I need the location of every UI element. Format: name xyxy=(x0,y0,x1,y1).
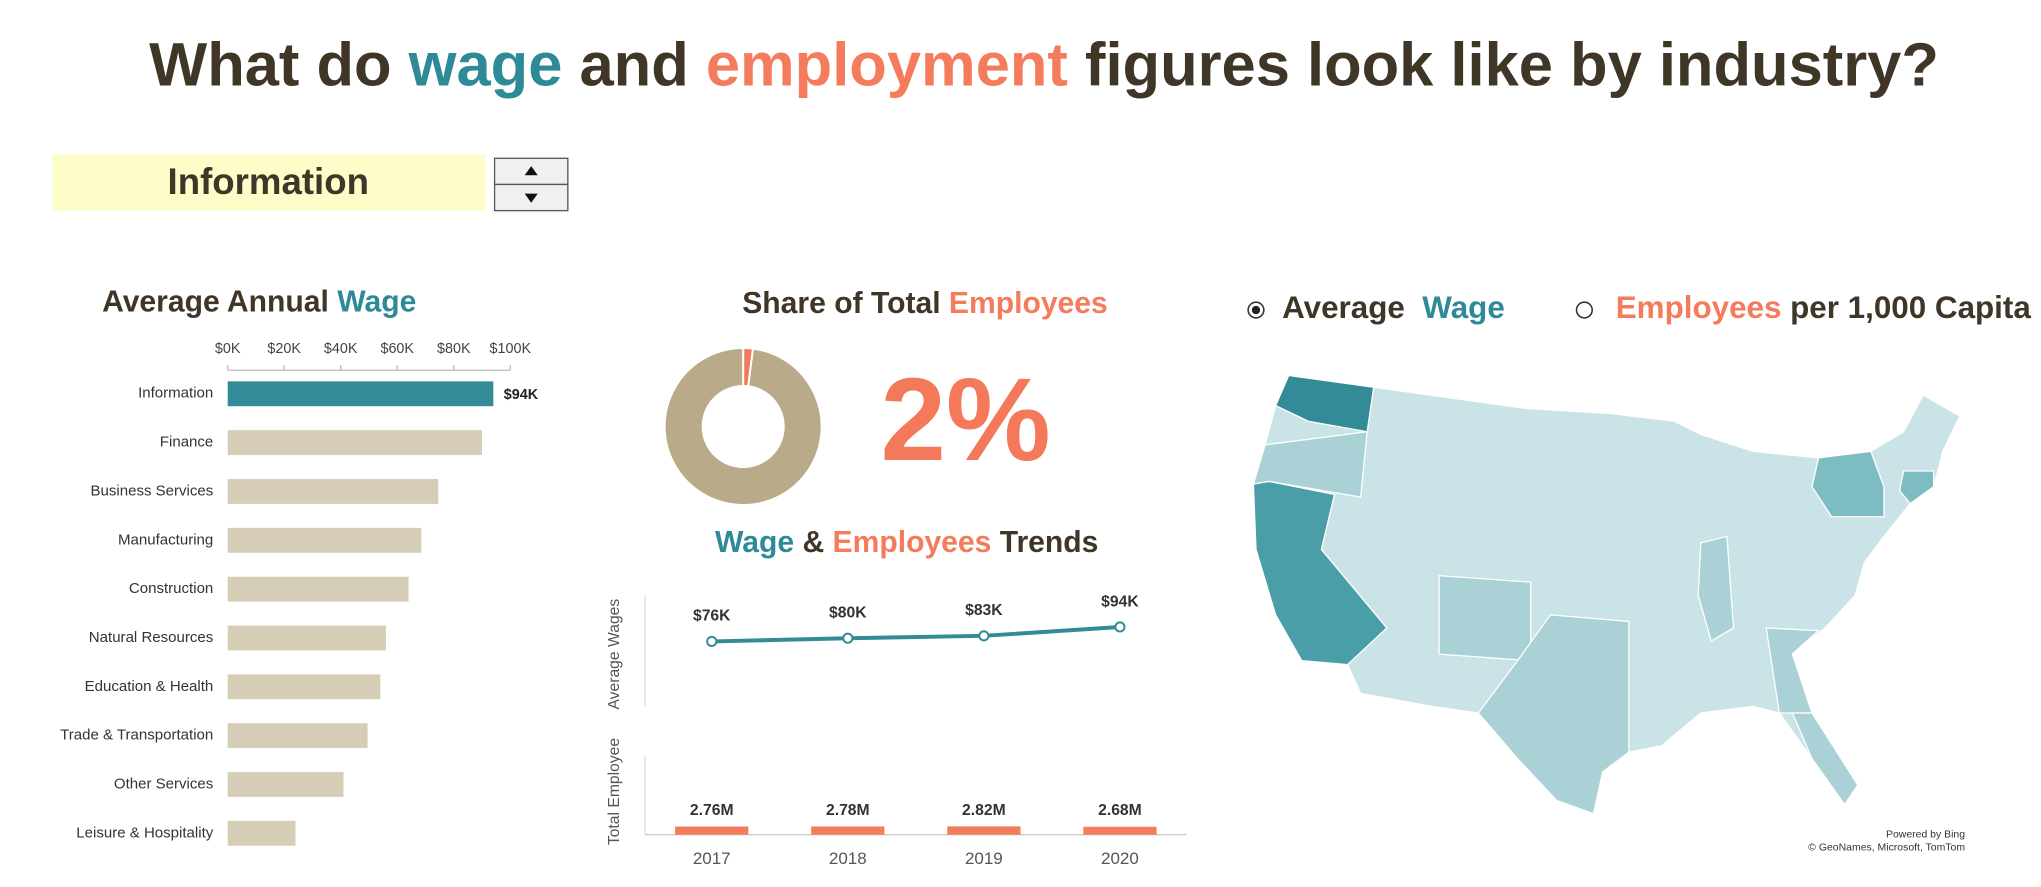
x-tick-label: 2020 xyxy=(1101,849,1139,868)
category-label: Education & Health xyxy=(85,678,214,695)
pie-slice xyxy=(663,347,823,506)
arrow-down xyxy=(524,193,538,203)
selector-box[interactable] xyxy=(52,154,486,211)
big-value-label: 2% xyxy=(880,353,1050,485)
line-point xyxy=(978,630,990,642)
x-tick-label: 2019 xyxy=(965,849,1003,868)
x-tick-label: $80K xyxy=(437,341,471,357)
page-title-part: wage xyxy=(408,31,563,100)
line-point xyxy=(842,632,854,644)
map-region xyxy=(1791,712,1859,806)
map-credit: Powered by Bing xyxy=(1886,829,1965,840)
page-title-part: and xyxy=(562,31,705,100)
chart-title-part: Wage xyxy=(337,285,416,318)
bar xyxy=(227,430,483,456)
axis-title: Average Wages xyxy=(606,599,623,710)
value-label: 2.76M xyxy=(690,802,734,819)
bar xyxy=(227,723,368,749)
bar xyxy=(1083,826,1157,835)
value-label: $76K xyxy=(693,608,731,625)
page-title-part: What do xyxy=(149,31,408,100)
map-option: Average Wage xyxy=(1282,290,1505,325)
x-tick-label: $60K xyxy=(380,341,414,357)
value-label: 2.68M xyxy=(1098,802,1142,819)
map-region xyxy=(1252,430,1368,498)
x-tick-label: 2018 xyxy=(829,849,867,868)
chart-title: Wage & Employees Trends xyxy=(715,526,1098,559)
x-tick-label: $0K xyxy=(215,341,241,357)
bar xyxy=(947,826,1021,835)
category-label: Natural Resources xyxy=(89,629,213,646)
us-map xyxy=(1252,374,1961,815)
bar xyxy=(227,674,381,700)
category-label: Finance xyxy=(160,434,213,451)
value-label: $80K xyxy=(829,605,867,622)
map-region xyxy=(1477,614,1630,815)
radio-button[interactable] xyxy=(1575,301,1593,319)
page-title-part: employment xyxy=(706,31,1068,100)
map-option-part: Employees xyxy=(1616,290,1782,325)
map-region xyxy=(1274,374,1375,433)
line-point xyxy=(1114,621,1126,633)
chart-title: Share of Total Employees xyxy=(742,287,1107,320)
x-tick-label: 2017 xyxy=(693,849,731,868)
bar xyxy=(227,381,494,407)
x-tick-label: $100K xyxy=(489,341,531,357)
chart-title-part: & xyxy=(794,526,832,559)
category-label: Information xyxy=(138,385,213,402)
category-label: Manufacturing xyxy=(118,531,213,548)
chart-title-part: Wage xyxy=(715,526,794,559)
page-title: What do wage and employment figures look… xyxy=(149,31,1939,100)
chart-title-part: Share of Total xyxy=(742,287,949,320)
value-label: 2.82M xyxy=(962,802,1006,819)
x-tick-label: $40K xyxy=(324,341,358,357)
selector-value: Information xyxy=(168,161,369,202)
map-option-part: per 1,000 Capita xyxy=(1781,290,2031,325)
x-tick-label: $20K xyxy=(267,341,301,357)
value-label: 2.78M xyxy=(826,802,870,819)
map-region xyxy=(1438,574,1532,662)
radio-dot xyxy=(1251,305,1261,315)
map-option-part: Wage xyxy=(1422,290,1505,325)
category-label: Trade & Transportation xyxy=(60,727,213,744)
chart-title-part: Average Annual xyxy=(102,285,337,318)
map-region xyxy=(1252,480,1388,666)
category-label: Leisure & Hospitality xyxy=(76,824,213,841)
bar xyxy=(227,625,386,651)
line-point xyxy=(706,635,718,648)
bar xyxy=(227,772,344,797)
bar xyxy=(811,826,885,835)
bar xyxy=(675,826,749,835)
map-region xyxy=(1765,627,1821,714)
bar xyxy=(227,527,422,553)
value-label: $83K xyxy=(965,602,1003,619)
category-label: Construction xyxy=(129,580,213,597)
bar xyxy=(227,576,409,602)
value-label: $94K xyxy=(1101,593,1139,610)
chart-title-part: Employees xyxy=(949,287,1108,320)
bar xyxy=(227,820,296,846)
map-region xyxy=(1811,450,1885,518)
bar xyxy=(227,479,439,504)
map-region xyxy=(1898,470,1935,505)
value-label: $94K xyxy=(504,387,539,403)
chart-title-part: Employees xyxy=(833,526,992,559)
category-label: Business Services xyxy=(90,482,213,499)
map-option-part: Average xyxy=(1282,290,1422,325)
arrow-up xyxy=(524,166,538,176)
map-region xyxy=(1697,535,1735,643)
map-option: Employees per 1,000 Capita xyxy=(1616,290,2032,325)
chart-title: Average Annual Wage xyxy=(102,285,416,318)
axis-title: Total Employee xyxy=(606,738,623,846)
page-title-part: figures look like by industry? xyxy=(1068,31,1939,100)
map-credit: © GeoNames, Microsoft, TomTom xyxy=(1808,843,1965,854)
chart-title-part: Trends xyxy=(991,526,1098,559)
trend-line xyxy=(711,625,1121,644)
category-label: Other Services xyxy=(114,775,213,792)
spinner xyxy=(493,157,569,212)
